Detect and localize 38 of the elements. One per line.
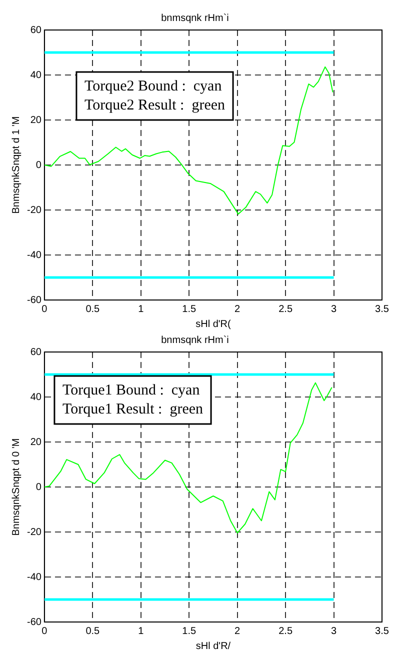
y-tick-label: 0: [36, 160, 42, 171]
x-tick-label: 3.5: [375, 626, 390, 637]
y-tick-label: 60: [30, 346, 42, 358]
chart-title: bnmsqnk rHm`i: [161, 334, 229, 346]
y-tick-label: -20: [27, 204, 42, 216]
x-tick-label: 2.5: [278, 626, 293, 637]
x-tick-label: 2.5: [278, 304, 293, 315]
y-tick-label: 0: [36, 482, 42, 493]
annotation: Torque2 Result : green: [84, 97, 226, 114]
x-tick-label: 3: [331, 626, 337, 637]
y-tick-label: -40: [27, 250, 42, 261]
annotation: Torque1 Bound : cyan: [62, 382, 200, 398]
y-axis-title: BnmsqnkSnqpt d 1 'M: [10, 116, 22, 214]
annotation: Torque2 Bound : cyan: [84, 78, 222, 94]
x-tick-label: 2: [234, 304, 241, 315]
y-axis-title: BnmsqnkSnqpt d 0 'M: [10, 438, 22, 536]
y-tick-label: -60: [27, 616, 42, 628]
x-tick-label: 2: [234, 626, 241, 637]
x-tick-label: 0.5: [86, 626, 100, 637]
x-tick-label: 3.5: [375, 304, 390, 315]
x-tick-label: 1: [138, 626, 144, 637]
x-tick-label: 1: [138, 304, 144, 315]
annotation: Torque1 Result : green: [62, 401, 204, 418]
x-tick-label: 1.5: [182, 304, 197, 315]
y-tick-label: -40: [27, 572, 42, 583]
x-tick-label: 0.5: [86, 304, 100, 315]
y-tick-label: 20: [30, 114, 42, 126]
x-tick-label: 3: [331, 304, 337, 315]
y-tick-label: 40: [30, 70, 42, 81]
x-tick-label: 1.5: [182, 626, 197, 637]
y-tick-label: -20: [27, 526, 42, 538]
y-tick-label: 20: [30, 436, 42, 448]
y-tick-label: -60: [27, 294, 42, 306]
chart-title: bnmsqnk rHm`i: [161, 12, 229, 24]
y-tick-label: 40: [30, 392, 42, 403]
x-axis-title: sHl d'R/: [196, 640, 231, 652]
x-axis-title: sHl d'R(: [196, 318, 232, 330]
y-tick-label: 60: [30, 24, 42, 36]
